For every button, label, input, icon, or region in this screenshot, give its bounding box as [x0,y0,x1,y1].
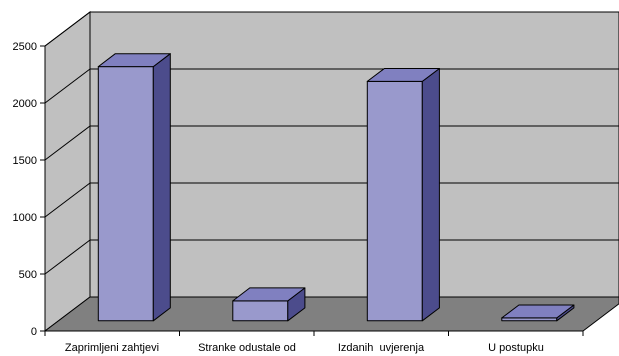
x-axis-labels: Zaprimljeni zahtjevi Stranke odustale od… [65,342,544,354]
bar-4 [501,304,575,322]
y-tick-label: 2000 [13,98,37,110]
bar-front [97,66,154,322]
y-tick-label: 2500 [13,41,37,53]
side-wall [44,10,91,333]
x-tick-label: Stranke odustale od [198,342,296,354]
bar-top [232,287,306,302]
bar-front [366,80,423,322]
x-tick-label: Izdanih uvjerenja [338,342,425,354]
gridlines [44,11,619,275]
axes [40,45,584,336]
y-tick-label: 1000 [13,212,37,224]
bar-top [97,53,171,68]
bar-top [366,68,440,82]
bar-side [152,53,171,322]
bar-side [421,68,440,322]
gridline [44,125,91,161]
x-tick-label: U postupku [488,342,544,354]
bars [97,53,575,322]
y-tick-label: 1500 [13,155,37,167]
y-tick-label: 500 [19,269,37,281]
gridline [44,68,91,104]
gridline [44,239,91,275]
x-tick-label: Zaprimljeni zahtjevi [65,342,159,354]
y-tick-label: 0 [31,326,37,338]
bar-2 [232,287,306,322]
gridline [44,11,91,47]
bar-3 [366,68,440,322]
y-axis-labels: 0 500 1000 1500 2000 2500 [13,41,37,338]
bar-front [232,300,289,322]
bar-top [501,304,575,319]
gridline [44,182,91,218]
chart-walls [43,10,619,333]
bar-1 [97,53,171,322]
